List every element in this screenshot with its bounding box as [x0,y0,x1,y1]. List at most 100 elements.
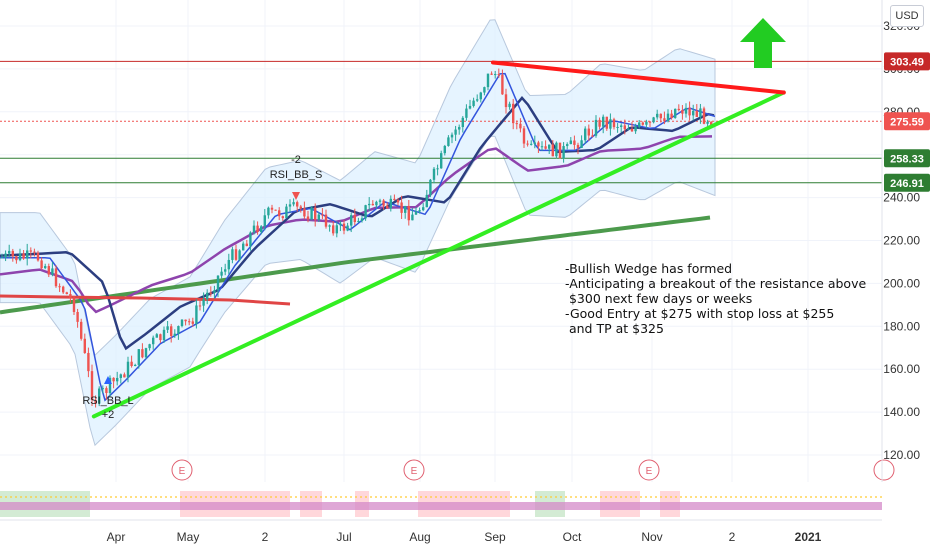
candle-body [684,107,688,114]
candle-body [706,121,709,124]
candle-body [98,388,101,404]
candle-body [594,119,598,136]
candle-body [533,142,536,144]
moving-average-red [0,294,291,306]
candle-body [620,125,623,127]
candle-body [458,127,461,130]
resistance-trendline [491,60,786,95]
candle-body [94,399,97,404]
candle-body [368,203,371,206]
candle-body [33,251,36,253]
candle-body [436,168,439,170]
candle-body [378,200,382,202]
earnings-markers[interactable]: E E E [171,459,895,481]
candle-body [209,292,212,294]
sell-signal-name: RSI_BB_S [270,169,323,181]
candle-body [576,144,580,148]
candle-body [260,226,263,232]
candle-body [702,108,706,124]
candle-body [360,218,364,221]
candle-body [584,128,587,141]
annotation-line-4: -Good Entry at $275 with stop loss at $2… [565,306,834,321]
candle-body [231,249,234,260]
candle-body [335,225,338,234]
x-tick-label: Jul [336,530,351,544]
sell-signal-arrow-icon [292,192,300,200]
y-tick-label: 240.00 [883,191,920,205]
candle-body [303,208,306,217]
candle-body [522,128,526,144]
candle-body [447,137,450,146]
candle-body [252,225,256,233]
candle-body [339,223,342,226]
svg-text:E: E [411,466,418,477]
price-axis[interactable]: 120.00 140.00 160.00 180.00 200.00 220.00 240.… [881,0,930,482]
candle-body [245,243,248,247]
svg-text:E: E [179,466,186,477]
candle-body [0,257,4,259]
candle-body [666,113,670,122]
candle-body [170,326,173,337]
candle-body [332,225,335,234]
candle-body [519,123,522,129]
candle-body [162,329,166,341]
candle-body [404,205,407,213]
candle-body [148,344,151,349]
candle-body [123,374,126,378]
candle-body [371,203,374,206]
earnings-marker[interactable]: E [638,459,660,481]
candle-body [206,292,209,300]
candle-body [188,321,191,323]
candle-body [234,249,238,260]
candle-body [612,119,616,128]
candle-body [400,202,403,213]
x-tick-label: 2021 [795,530,822,544]
candle-body [623,125,626,130]
candle-body [26,250,29,259]
earnings-marker[interactable]: E [171,459,193,481]
candle-body [616,126,619,128]
buy-signal-name: RSI_BB_L [82,395,133,407]
candle-body [108,377,112,394]
candle-body [659,113,662,119]
candle-body [130,361,133,367]
candle-body [540,146,544,148]
candle-body [51,268,54,275]
candle-body [105,388,108,394]
candle-body [479,92,482,100]
candle-body [670,113,673,118]
sell-signal: -2 RSI_BB_S [270,154,323,200]
candle-body [11,250,14,257]
candle-body [638,122,641,127]
price-tag-label: 303.49 [890,56,924,68]
time-axis[interactable]: Apr May 2 Jul Aug Sep Oct Nov 2 2021 [0,519,882,544]
candle-body [166,326,169,330]
candle-body [72,298,76,312]
candle-body [551,144,554,157]
candle-body [677,108,680,111]
price-tag-label: 258.33 [890,153,924,165]
candle-body [134,364,137,367]
candle-body [566,144,569,147]
candle-body [497,74,500,76]
earnings-marker[interactable]: E [403,459,425,481]
y-tick-label: 180.00 [883,319,920,333]
annotation-line-1: -Bullish Wedge has formed [565,261,732,276]
candle-body [461,117,464,128]
x-tick-label: Oct [563,530,582,544]
candle-body [119,374,122,378]
currency-selector[interactable]: USD [890,5,924,27]
candle-body [299,206,302,209]
candle-body [296,202,299,207]
candle-body [418,210,421,212]
candle-body [8,250,11,254]
candle-body [508,103,511,108]
candle-body [346,225,349,231]
candle-body [375,201,378,206]
candle-body [605,116,608,129]
candle-body [47,266,50,275]
buy-signal-arrow-icon [104,376,112,384]
candle-body [213,290,216,293]
earnings-marker[interactable] [873,459,895,481]
